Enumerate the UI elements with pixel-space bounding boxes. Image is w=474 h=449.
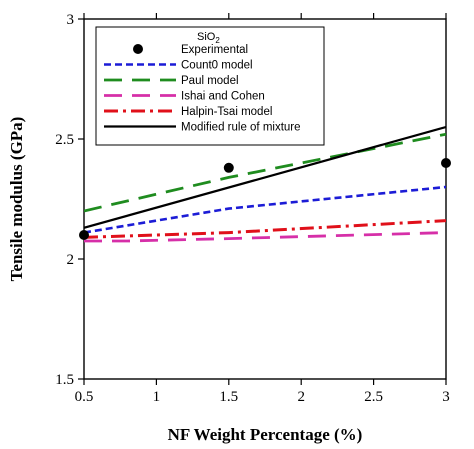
legend-label-halpin-tsai-model: Halpin-Tsai model — [181, 106, 272, 118]
legend-label-experimental: Experimental — [181, 44, 248, 56]
series-line-ishai-and-cohen — [84, 231, 446, 243]
x-tick-label: 1 — [153, 389, 161, 405]
x-axis-title: NF Weight Percentage (%) — [168, 425, 363, 444]
series-line-paul-model — [84, 132, 446, 213]
series-line-modified-rule-of-mixture — [84, 125, 446, 229]
y-tick-label: 1.5 — [55, 372, 74, 388]
axis-ticks — [78, 13, 447, 385]
series-line-count0-model — [84, 185, 446, 234]
legend: SiO2 Experimental Count0 model Paul model I… — [95, 26, 325, 146]
tick-labels: 0.5 1 1.5 2 2.5 3 1.5 2 2.5 3 — [55, 12, 450, 405]
x-tick-label: 2.5 — [364, 389, 383, 405]
legend-title-subscript: 2 — [215, 36, 220, 45]
series-layer — [84, 125, 446, 243]
data-point-experimental — [79, 230, 89, 240]
data-point-experimental — [223, 162, 234, 173]
y-tick-label: 3 — [67, 12, 75, 28]
x-tick-label: 0.5 — [75, 389, 94, 405]
legend-items: Experimental Count0 model Paul model Ishai … — [104, 44, 301, 134]
legend-title: SiO2 — [197, 31, 220, 45]
x-tick-label: 2 — [297, 389, 305, 405]
legend-marker-experimental — [133, 44, 143, 54]
data-point-experimental — [441, 158, 451, 168]
series-line-halpin-tsai-model — [84, 219, 446, 239]
marker-layer — [79, 158, 451, 240]
x-tick-label: 3 — [442, 389, 450, 405]
y-axis-title: Tensile modulus (GPa) — [7, 117, 26, 282]
y-tick-label: 2 — [67, 252, 75, 268]
x-tick-label: 1.5 — [219, 389, 238, 405]
legend-label-paul-model: Paul model — [181, 75, 239, 87]
legend-title-text: SiO — [197, 31, 216, 43]
legend-label-count0-model: Count0 model — [181, 60, 253, 72]
legend-label-modified-rule-of-mixture: Modified rule of mixture — [181, 122, 301, 134]
legend-label-ishai-and-cohen: Ishai and Cohen — [181, 91, 265, 103]
y-tick-label: 2.5 — [55, 132, 74, 148]
